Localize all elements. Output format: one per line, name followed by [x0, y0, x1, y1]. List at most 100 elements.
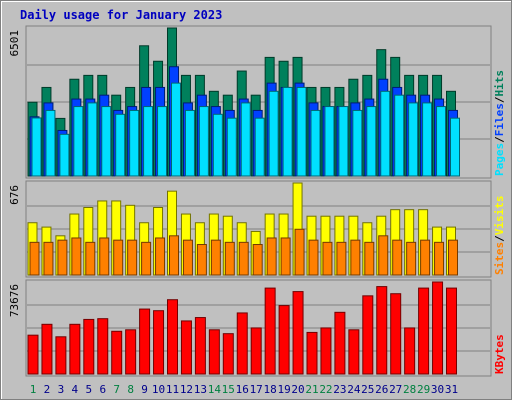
legend-entry: Hits [493, 70, 506, 97]
x-tick-label: 6 [99, 383, 106, 396]
kbytes-bar [27, 334, 39, 375]
pages-bar [324, 106, 335, 177]
x-tick-label: 15 [222, 383, 235, 396]
kbytes-bar [250, 327, 262, 375]
sites-bar [224, 241, 235, 276]
pages-bar [310, 109, 321, 177]
kbytes-bar [55, 336, 67, 375]
pages-bar [352, 109, 363, 177]
sites-bar [127, 239, 138, 276]
x-tick-label: 20 [291, 383, 304, 396]
pages-bar [143, 106, 154, 177]
x-tick-label: 7 [113, 383, 120, 396]
pages-bar [171, 82, 181, 177]
sites-bar [252, 244, 263, 276]
pages-bar [296, 86, 307, 177]
pages-bar [240, 102, 251, 177]
x-tick-label: 28 [403, 383, 416, 396]
sites-bar [336, 241, 347, 276]
kbytes-bar [83, 318, 95, 375]
pages-bar [157, 106, 168, 177]
pages-bar [254, 117, 265, 177]
visits-sites-legend: Sites/Visits [493, 196, 506, 276]
sites-bar [448, 239, 458, 276]
kbytes-bar [306, 331, 318, 375]
kbytes-bar [222, 333, 234, 375]
pages-bar [394, 94, 405, 177]
x-tick-label: 5 [85, 383, 92, 396]
kbytes-bar [194, 317, 206, 375]
x-tick-label: 18 [264, 383, 277, 396]
sites-bar [71, 237, 82, 276]
x-tick-label: 29 [417, 383, 430, 396]
x-tick-label: 22 [319, 383, 332, 396]
x-tick-label: 8 [127, 383, 134, 396]
x-tick-label: 2 [44, 383, 51, 396]
kbytes-bar [97, 318, 109, 375]
sites-bar [280, 237, 291, 276]
sites-bar [99, 237, 110, 276]
kbytes-bar [125, 329, 137, 375]
pages-bar [422, 102, 433, 177]
sites-bar [322, 241, 333, 276]
kbytes-bar [362, 295, 374, 375]
kbytes-bar [404, 327, 416, 375]
sites-bar [210, 239, 221, 276]
x-tick-label: 1 [30, 383, 37, 396]
sites-bar [155, 237, 166, 276]
kbytes-bar [139, 308, 151, 375]
pages-bar [87, 102, 98, 177]
legend-entry: Pages [493, 143, 506, 176]
kbytes-bar [446, 287, 457, 375]
sites-bar [350, 239, 361, 276]
x-tick-label: 4 [72, 383, 79, 396]
x-tick-label: 3 [58, 383, 65, 396]
pages-bar [268, 90, 279, 177]
kbytes-bar [334, 311, 346, 375]
sites-bar [182, 239, 193, 276]
legend-entry: Sites [493, 242, 506, 275]
x-tick-label: 27 [389, 383, 402, 396]
kbytes-bar [348, 329, 360, 375]
pages-bar [184, 109, 195, 177]
x-tick-label: 13 [194, 383, 207, 396]
sites-bar [266, 237, 277, 276]
kbytes-bar [278, 305, 290, 375]
pages-bar [450, 117, 460, 177]
pages-bar [366, 106, 377, 177]
legend-entry: / [493, 96, 506, 103]
legend-entry: Files [493, 103, 506, 136]
x-tick-label: 25 [361, 383, 374, 396]
pages-bar [31, 117, 42, 177]
kbytes-bar [320, 327, 332, 375]
sites-bar [434, 241, 445, 276]
sites-bar [196, 244, 207, 276]
sites-bar [238, 241, 249, 276]
pages-bar [436, 106, 447, 177]
x-tick-label: 16 [236, 383, 249, 396]
sites-bar [29, 241, 40, 276]
x-tick-label: 31 [445, 383, 458, 396]
hits-files-pages-legend: Pages/Files/Hits [493, 70, 506, 176]
chart-title: Daily usage for January 2023 [20, 8, 223, 22]
x-tick-label: 30 [431, 383, 444, 396]
pages-bar [129, 109, 140, 177]
kbytes-bar [208, 329, 220, 375]
sites-bar [85, 241, 96, 276]
legend-entry: KBytes [493, 334, 506, 374]
x-tick-label: 21 [305, 383, 318, 396]
kbytes-bar [264, 287, 276, 375]
kbytes-bar [167, 299, 178, 375]
kbytes-bar [153, 310, 165, 375]
kbytes-bar [292, 291, 304, 375]
kbytes-bar [390, 293, 402, 375]
kbytes-bar [41, 323, 53, 375]
kbytes-bar [69, 323, 81, 375]
pages-bar [45, 109, 56, 177]
kbytes-bar [111, 330, 123, 375]
legend-entry: / [493, 235, 506, 242]
x-tick-label: 12 [180, 383, 193, 396]
pages-bar [212, 113, 223, 177]
sites-bar [392, 239, 403, 276]
hits-files-pages-max-label: 6501 [8, 30, 21, 57]
